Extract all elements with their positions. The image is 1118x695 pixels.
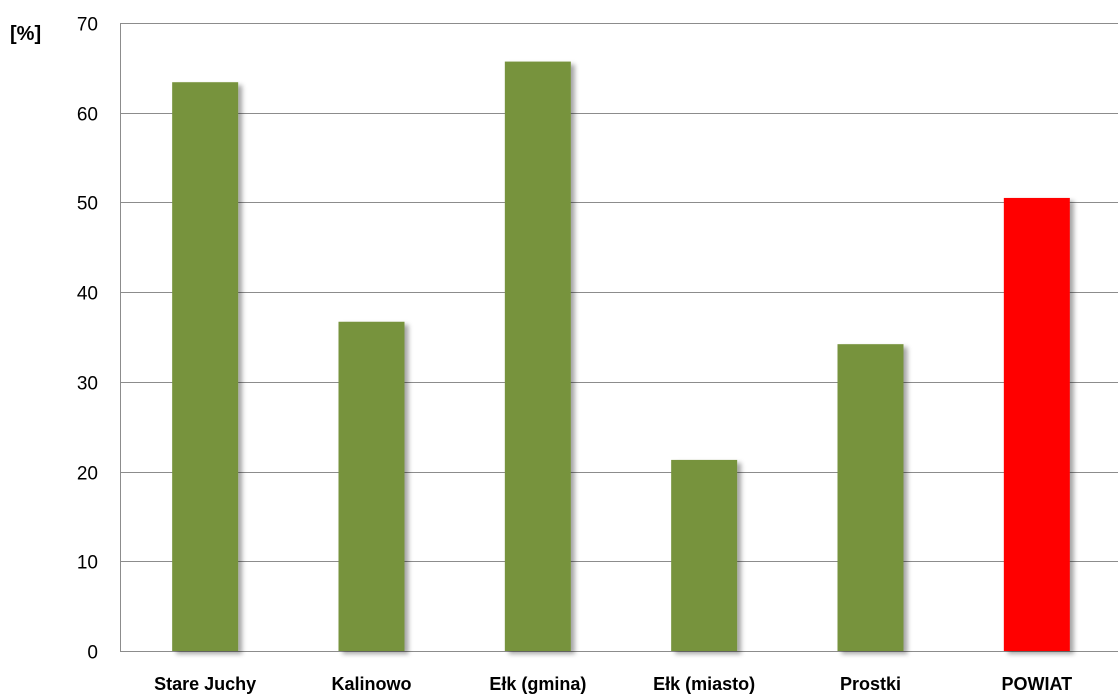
bars — [172, 61, 1070, 651]
x-tick-label: POWIAT — [1002, 674, 1073, 694]
x-tick-label: Stare Juchy — [154, 674, 256, 694]
y-tick-label: 20 — [77, 464, 98, 485]
x-tick-label: Kalinowo — [332, 674, 412, 694]
bar — [338, 321, 405, 651]
x-tick-label: Ełk (gmina) — [489, 674, 586, 694]
axes — [120, 23, 1118, 652]
bar — [837, 344, 904, 651]
y-axis-label: [%] — [10, 23, 41, 45]
y-tick-label: 10 — [77, 553, 98, 574]
y-tick-label: 40 — [77, 284, 98, 305]
y-tick-labels: 0 10 20 30 40 50 60 70 — [77, 15, 98, 664]
bar — [1003, 197, 1070, 651]
y-tick-label: 70 — [77, 15, 98, 36]
bar — [504, 61, 571, 651]
bar — [671, 459, 738, 651]
x-tick-label: Prostki — [840, 674, 901, 694]
y-tick-label: 30 — [77, 374, 98, 395]
y-tick-label: 50 — [77, 194, 98, 215]
x-tick-labels: Stare Juchy Kalinowo Ełk (gmina) Ełk (miast… — [154, 674, 1072, 694]
x-tick-label: Ełk (miasto) — [653, 674, 755, 694]
y-tick-label: 0 — [87, 643, 98, 664]
gridlines — [120, 23, 1118, 562]
y-tick-label: 60 — [77, 105, 98, 126]
bar — [172, 82, 239, 651]
